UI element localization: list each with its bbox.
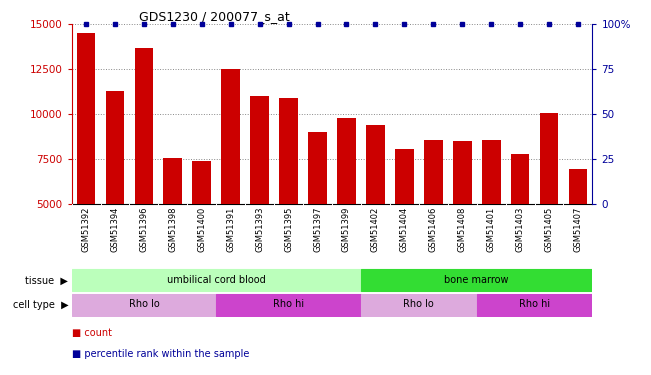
Text: GSM51400: GSM51400 [197,206,206,252]
Text: GSM51403: GSM51403 [516,206,525,252]
Bar [221,69,240,204]
Text: GSM51401: GSM51401 [487,206,495,252]
Text: GSM51394: GSM51394 [111,206,120,252]
Bar [482,140,501,204]
Bar [366,125,385,204]
Text: ■ count: ■ count [72,328,111,338]
Bar [361,269,592,291]
Text: GSM51399: GSM51399 [342,206,351,252]
Bar [105,91,124,204]
Bar [72,269,361,291]
Text: GDS1230 / 200077_s_at: GDS1230 / 200077_s_at [139,10,290,23]
Bar [540,112,559,204]
Bar [453,141,471,204]
Bar [163,158,182,204]
Text: GSM51393: GSM51393 [255,206,264,252]
Text: tissue  ▶: tissue ▶ [25,275,68,285]
Text: GSM51406: GSM51406 [429,206,437,252]
Text: bone marrow: bone marrow [445,275,509,285]
Text: GSM51391: GSM51391 [227,206,235,252]
Text: umbilical cord blood: umbilical cord blood [167,275,266,285]
Text: Rho lo: Rho lo [128,299,159,309]
Bar [193,161,211,204]
Text: Rho lo: Rho lo [404,299,434,309]
Bar [216,294,361,316]
Bar [279,98,298,204]
Text: GSM51395: GSM51395 [284,206,293,252]
Bar [135,48,154,204]
Bar [568,169,587,204]
Bar [477,294,592,316]
Bar [250,96,269,204]
Bar [337,118,356,204]
Text: Rho hi: Rho hi [519,299,550,309]
Bar [424,140,443,204]
Text: GSM51396: GSM51396 [139,206,148,252]
Text: GSM51397: GSM51397 [313,206,322,252]
Text: GSM51408: GSM51408 [458,206,467,252]
Text: GSM51398: GSM51398 [169,206,177,252]
Text: GSM51402: GSM51402 [371,206,380,252]
Bar [510,154,529,204]
Text: Rho hi: Rho hi [273,299,304,309]
Text: GSM51405: GSM51405 [544,206,553,252]
Bar [395,148,414,204]
Bar [77,33,96,204]
Bar [72,294,216,316]
Text: ■ percentile rank within the sample: ■ percentile rank within the sample [72,349,249,359]
Text: GSM51404: GSM51404 [400,206,409,252]
Bar [308,132,327,204]
Text: cell type  ▶: cell type ▶ [13,300,68,310]
Text: GSM51407: GSM51407 [574,206,583,252]
Text: GSM51392: GSM51392 [81,206,90,252]
Bar [361,294,477,316]
